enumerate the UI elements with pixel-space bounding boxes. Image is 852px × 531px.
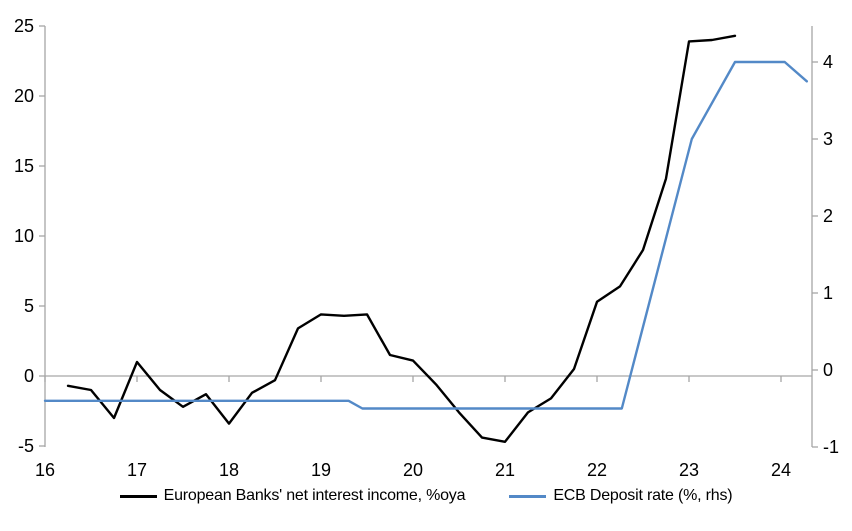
left-axis-tick-label: 20 — [14, 86, 34, 106]
legend-swatch-black-line-icon — [119, 494, 157, 498]
right-axis-tick-label: 0 — [823, 360, 833, 380]
chart-legend: European Banks' net interest income, %oy… — [0, 487, 852, 505]
legend-label-ecb-deposit-rate: ECB Deposit rate (%, rhs) — [553, 487, 733, 504]
x-axis-tick-label: 22 — [587, 460, 607, 480]
x-axis-tick-label: 19 — [311, 460, 331, 480]
left-axis-tick-label: -5 — [18, 436, 34, 456]
right-axis-tick-label: 2 — [823, 206, 833, 226]
right-axis-tick-label: -1 — [823, 437, 839, 457]
right-axis-tick-label: 4 — [823, 52, 833, 72]
legend-swatch-blue-line-icon — [509, 494, 547, 498]
x-axis-tick-label: 23 — [679, 460, 699, 480]
series-line-1 — [43, 60, 808, 410]
x-axis-tick-label: 18 — [219, 460, 239, 480]
right-axis-tick-label: 1 — [823, 283, 833, 303]
right-axis-tick-label: 3 — [823, 129, 833, 149]
x-axis-tick-label: 20 — [403, 460, 423, 480]
legend-item-net-interest-income: European Banks' net interest income, %oy… — [119, 487, 466, 505]
left-axis-tick-label: 0 — [24, 366, 34, 386]
left-axis-tick-label: 25 — [14, 16, 34, 36]
series-line-0 — [66, 34, 737, 443]
left-axis-tick-label: 5 — [24, 296, 34, 316]
left-axis-tick-label: 10 — [14, 226, 34, 246]
legend-label-net-interest-income: European Banks' net interest income, %oy… — [163, 487, 466, 504]
x-axis-tick-label: 17 — [127, 460, 147, 480]
legend-item-ecb-deposit-rate: ECB Deposit rate (%, rhs) — [509, 487, 733, 505]
x-axis-tick-label: 24 — [771, 460, 791, 480]
left-axis-tick-label: 15 — [14, 156, 34, 176]
x-axis-tick-label: 16 — [35, 460, 55, 480]
x-axis-tick-label: 21 — [495, 460, 515, 480]
